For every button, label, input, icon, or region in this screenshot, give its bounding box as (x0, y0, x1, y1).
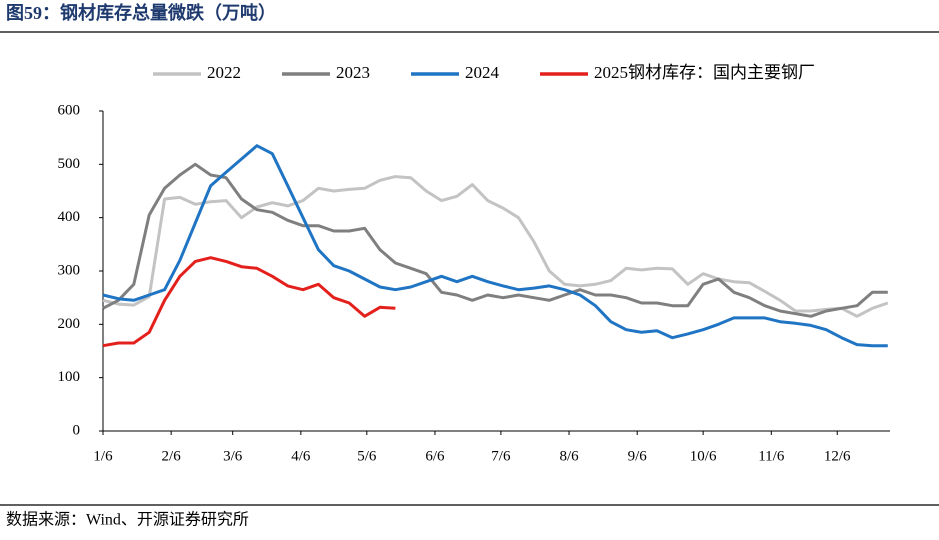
series-line (102, 144, 888, 348)
x-tick-label: 10/6 (690, 448, 717, 464)
source-note: 数据来源：Wind、开源证券研究所 (6, 511, 249, 529)
x-tick-label: 6/6 (425, 448, 445, 464)
series-line (102, 175, 889, 318)
y-tick-label: 0 (73, 422, 81, 438)
y-tick-label: 200 (58, 316, 81, 332)
legend-label: 2023 (336, 63, 370, 82)
x-tick-label: 2/6 (162, 448, 182, 464)
x-tick-label: 11/6 (758, 448, 785, 464)
plot-area: 0 100 200 300 400 500 600 1/6 2/6 3/6 4/6 5/6 6/6 7/6… (58, 63, 890, 464)
series-line (102, 256, 396, 348)
x-tick-label: 8/6 (559, 448, 579, 464)
chart-title: 图59：钢材库存总量微跌（万吨） (6, 2, 276, 23)
x-tick-label: 7/6 (491, 448, 511, 464)
legend-label: 2024 (465, 63, 500, 82)
legend-label: 2022 (207, 63, 241, 82)
x-tick-label: 5/6 (357, 448, 377, 464)
x-tick-label: 4/6 (291, 448, 311, 464)
y-tick-label: 100 (58, 369, 81, 385)
y-tick-label: 400 (58, 209, 81, 225)
x-tick-label: 3/6 (223, 448, 243, 464)
x-tick-label: 12/6 (824, 448, 851, 464)
y-tick-label: 300 (58, 262, 81, 278)
series-line (102, 162, 888, 318)
legend-label: 2025钢材库存：国内主要钢厂 (594, 63, 815, 82)
y-tick-label: 500 (58, 156, 81, 172)
x-tick-label: 9/6 (628, 448, 648, 464)
x-tick-label: 1/6 (93, 448, 113, 464)
y-tick-label: 600 (58, 102, 81, 118)
